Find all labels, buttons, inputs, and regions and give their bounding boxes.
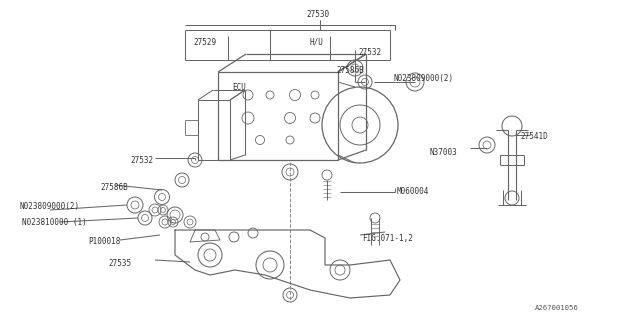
Text: 27532: 27532: [130, 156, 153, 164]
Text: 27532: 27532: [358, 47, 381, 57]
Text: ECU: ECU: [232, 83, 246, 92]
Text: N37003: N37003: [430, 148, 458, 156]
Text: N023810000 (1): N023810000 (1): [22, 218, 87, 227]
Text: M060004: M060004: [397, 188, 429, 196]
Text: FIG.071-1,2: FIG.071-1,2: [362, 234, 413, 243]
Text: N023809000(2): N023809000(2): [20, 203, 80, 212]
Text: A267001056: A267001056: [535, 305, 579, 311]
Text: H/U: H/U: [310, 37, 324, 46]
Text: P100018: P100018: [88, 237, 120, 246]
Text: 27586B: 27586B: [100, 182, 128, 191]
Text: 27586B: 27586B: [336, 66, 364, 75]
Text: 27535: 27535: [108, 259, 131, 268]
Text: 27541D: 27541D: [520, 132, 548, 140]
Text: 27530: 27530: [307, 10, 330, 19]
Text: N023809000(2): N023809000(2): [393, 74, 453, 83]
Text: 27529: 27529: [193, 37, 216, 46]
